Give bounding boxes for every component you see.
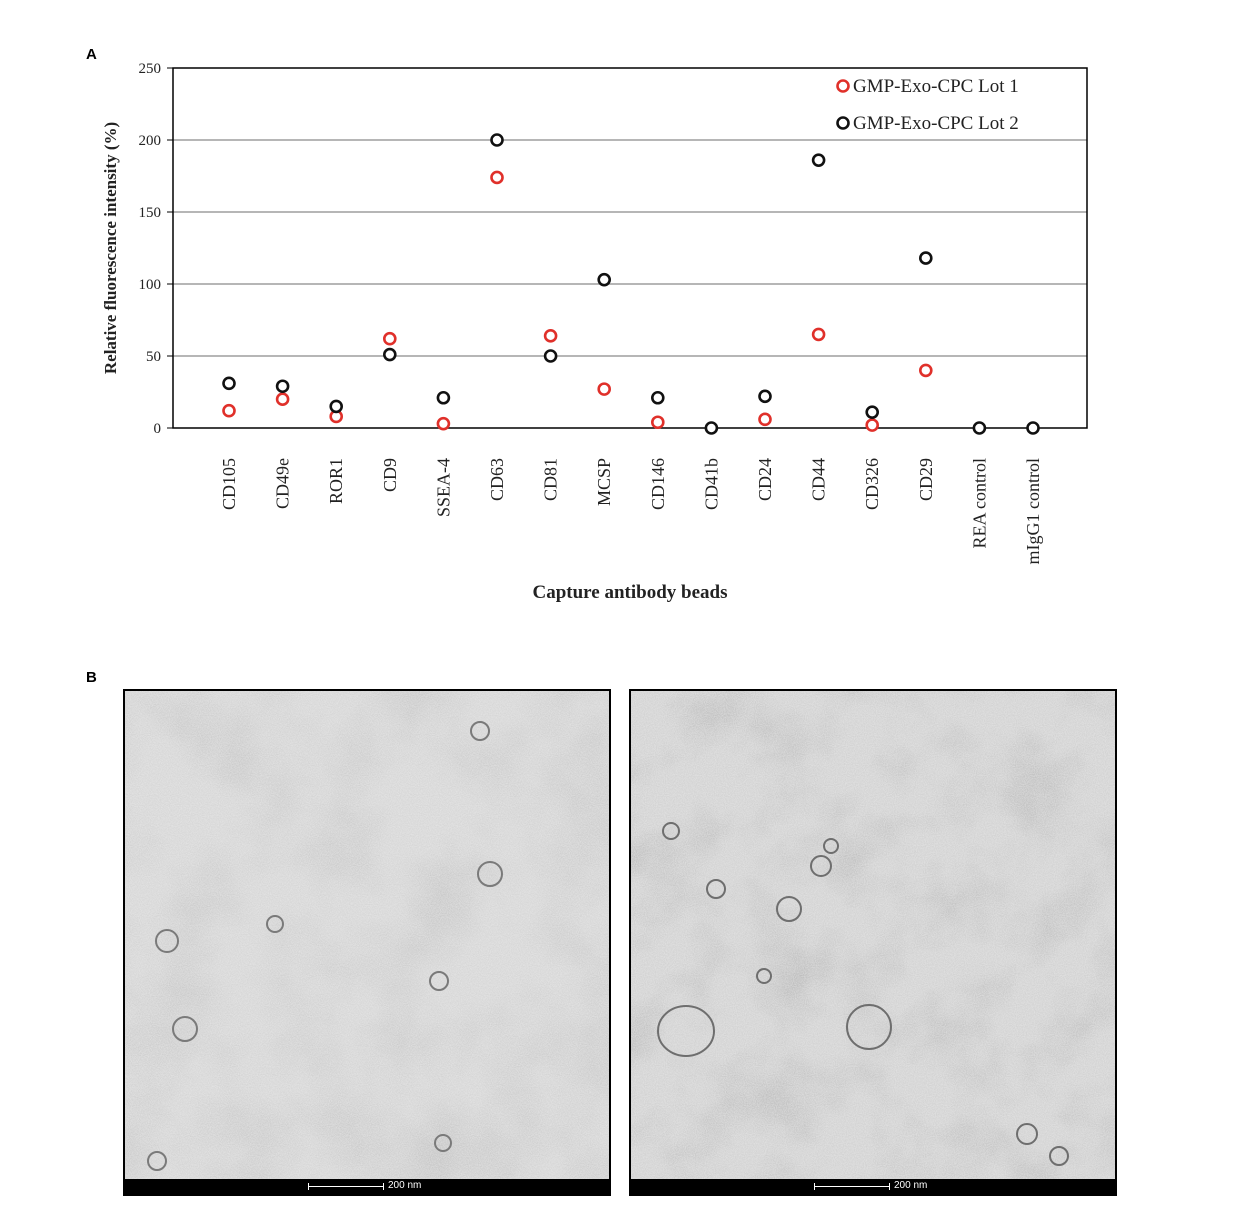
point-series-1 bbox=[222, 403, 236, 418]
y-tick-label: 150 bbox=[139, 205, 162, 221]
point-series-2 bbox=[436, 390, 451, 405]
panel-a-label: A bbox=[86, 46, 97, 63]
point-series-2 bbox=[490, 133, 504, 147]
x-tick-label: ROR1 bbox=[326, 458, 346, 504]
scale-label-2: 200 nm bbox=[894, 1180, 928, 1191]
point-series-1 bbox=[490, 170, 504, 185]
micrograph-2 bbox=[631, 691, 1115, 1179]
point-series-1 bbox=[275, 392, 290, 407]
point-series-2 bbox=[704, 421, 719, 435]
x-tick-label: CD24 bbox=[755, 458, 775, 501]
y-tick-label: 0 bbox=[154, 421, 162, 437]
x-tick-label: REA control bbox=[969, 458, 989, 549]
plot-frame bbox=[172, 67, 1088, 429]
legend-marker bbox=[836, 79, 850, 93]
point-series-2 bbox=[597, 272, 612, 287]
y-tick-label: 250 bbox=[139, 61, 162, 77]
em-image-1: 200 nm bbox=[123, 689, 611, 1196]
point-series-1 bbox=[382, 331, 397, 346]
scatter-chart: 0 50 100 150 200 250 CD105 CD49e ROR1 CD9 SSEA-4 C… bbox=[101, 61, 1088, 603]
x-tick-label: CD49e bbox=[273, 458, 293, 509]
point-series-2 bbox=[865, 405, 880, 419]
scale-bar-2: 200 nm bbox=[631, 1179, 1115, 1194]
point-series-1 bbox=[436, 416, 451, 431]
panel-b-label: B bbox=[86, 669, 97, 686]
x-tick-label: CD63 bbox=[487, 458, 507, 501]
point-series-2 bbox=[650, 390, 665, 405]
x-tick-label: CD105 bbox=[219, 458, 239, 510]
point-series-1 bbox=[758, 412, 772, 427]
x-tick-label: CD9 bbox=[380, 458, 400, 492]
em-image-2: 200 nm bbox=[629, 689, 1117, 1196]
point-series-2 bbox=[1026, 421, 1040, 435]
scale-line-1 bbox=[308, 1183, 384, 1190]
point-series-2 bbox=[329, 399, 344, 414]
scale-bar-1: 200 nm bbox=[125, 1179, 609, 1194]
point-series-1 bbox=[650, 415, 665, 430]
x-axis-label: Capture antibody beads bbox=[533, 582, 728, 603]
point-series-1 bbox=[543, 329, 558, 343]
point-series-2 bbox=[811, 153, 826, 167]
x-tick-label: CD146 bbox=[648, 458, 668, 510]
scale-line-2 bbox=[814, 1183, 890, 1190]
point-series-1 bbox=[865, 418, 880, 432]
y-tick-label: 100 bbox=[139, 277, 162, 293]
scale-label-1: 200 nm bbox=[388, 1180, 422, 1191]
x-tick-label: CD41b bbox=[701, 458, 721, 510]
point-series-1 bbox=[918, 363, 933, 378]
point-series-2 bbox=[275, 379, 290, 394]
x-tick-label: SSEA-4 bbox=[433, 458, 453, 517]
x-tick-label: mIgG1 control bbox=[1023, 458, 1043, 564]
point-series-2 bbox=[918, 251, 933, 265]
point-series-2 bbox=[543, 349, 558, 363]
micrograph-1 bbox=[125, 691, 609, 1179]
legend-label: GMP-Exo-CPC Lot 1 bbox=[853, 76, 1019, 97]
x-tick-label: CD29 bbox=[916, 458, 936, 501]
point-series-2 bbox=[382, 347, 397, 362]
y-tick-label: 200 bbox=[139, 133, 162, 149]
y-axis-label: Relative fluorescence intensity (%) bbox=[101, 122, 120, 374]
x-tick-label: CD44 bbox=[809, 458, 829, 501]
legend-label: GMP-Exo-CPC Lot 2 bbox=[853, 113, 1019, 134]
x-tick-label: CD326 bbox=[862, 458, 882, 510]
point-series-2 bbox=[758, 389, 772, 404]
legend: GMP-Exo-CPC Lot 1 GMP-Exo-CPC Lot 2 bbox=[836, 76, 1019, 134]
legend-marker bbox=[836, 116, 850, 130]
point-series-2 bbox=[972, 421, 987, 435]
x-tick-label: CD81 bbox=[541, 458, 561, 501]
point-series-1 bbox=[811, 327, 826, 342]
y-tick-label: 50 bbox=[146, 349, 161, 365]
point-series-1 bbox=[597, 382, 612, 396]
point-series-2 bbox=[222, 376, 236, 391]
x-tick-label: MCSP bbox=[594, 458, 614, 506]
